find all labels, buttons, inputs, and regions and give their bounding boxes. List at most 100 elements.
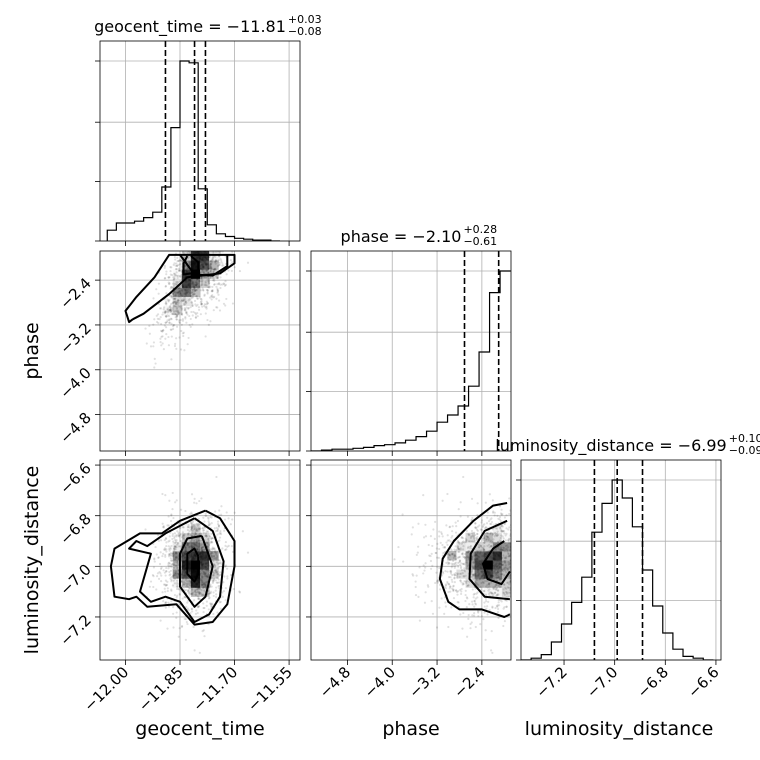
- scatter-point: [482, 581, 485, 584]
- scatter-point: [164, 555, 167, 558]
- scatter-point: [480, 575, 483, 579]
- scatter-point: [455, 548, 458, 552]
- scatter-point: [502, 546, 505, 549]
- scatter-point: [497, 563, 501, 566]
- scatter-point: [500, 530, 503, 533]
- scatter-point: [182, 331, 185, 334]
- scatter-point: [226, 237, 228, 239]
- scatter-point: [497, 554, 500, 557]
- scatter-point: [168, 319, 171, 322]
- scatter-point: [543, 564, 545, 566]
- scatter-point: [197, 287, 200, 290]
- scatter-point: [195, 538, 198, 541]
- scatter-point: [191, 289, 195, 292]
- scatter-point: [496, 594, 499, 597]
- scatter-point: [180, 273, 183, 277]
- scatter-point: [196, 235, 198, 237]
- scatter-point: [152, 574, 155, 578]
- scatter-point: [195, 265, 198, 269]
- scatter-point: [195, 562, 198, 565]
- scatter-point: [219, 532, 223, 536]
- scatter-point: [190, 301, 193, 304]
- scatter-point: [200, 579, 203, 582]
- scatter-point: [181, 251, 185, 254]
- scatter-point: [205, 556, 208, 559]
- scatter-point: [164, 553, 167, 557]
- scatter-point: [218, 573, 221, 576]
- scatter-point: [164, 300, 168, 303]
- scatter-point: [193, 497, 196, 500]
- scatter-point: [491, 499, 494, 502]
- scatter-point: [207, 597, 211, 600]
- scatter-point: [491, 540, 494, 543]
- scatter-point: [174, 264, 177, 267]
- scatter-point: [515, 556, 517, 558]
- y-tick-label: −6.8: [56, 510, 94, 548]
- scatter-point: [189, 580, 192, 584]
- scatter-point: [207, 271, 210, 275]
- scatter-point: [220, 234, 222, 236]
- scatter-point: [460, 592, 463, 596]
- scatter-point: [172, 304, 176, 307]
- scatter-point: [194, 582, 198, 585]
- scatter-point: [191, 557, 194, 561]
- scatter-point: [189, 522, 193, 525]
- scatter-point: [193, 288, 196, 292]
- scatter-point: [489, 561, 492, 564]
- scatter-point: [166, 627, 169, 630]
- scatter-point: [161, 313, 164, 316]
- scatter-point: [192, 283, 195, 286]
- scatter-point: [500, 600, 503, 603]
- scatter-point: [216, 573, 219, 576]
- scatter-point: [485, 563, 488, 567]
- scatter-point: [431, 544, 434, 548]
- scatter-point: [452, 584, 455, 587]
- scatter-point: [219, 245, 221, 247]
- scatter-point: [515, 530, 517, 532]
- scatter-point: [214, 259, 217, 262]
- scatter-point: [482, 548, 485, 551]
- scatter-point: [182, 285, 185, 289]
- scatter-point: [194, 251, 197, 254]
- scatter-point: [221, 262, 224, 265]
- scatter-point: [184, 549, 187, 552]
- scatter-point: [501, 570, 505, 573]
- scatter-point: [174, 316, 177, 319]
- scatter-point: [214, 243, 216, 245]
- scatter-point: [495, 551, 498, 555]
- scatter-point: [202, 545, 205, 549]
- scatter-point: [470, 600, 474, 603]
- scatter-point: [465, 580, 469, 583]
- scatter-point: [171, 273, 174, 277]
- scatter-point: [188, 570, 191, 573]
- scatter-point: [193, 570, 196, 573]
- scatter-point: [193, 260, 196, 263]
- scatter-point: [189, 567, 192, 571]
- scatter-point: [472, 593, 475, 596]
- scatter-point: [459, 548, 462, 551]
- scatter-point: [176, 299, 180, 302]
- scatter-point: [199, 539, 202, 542]
- scatter-point: [514, 579, 516, 581]
- scatter-point: [470, 569, 473, 572]
- scatter-point: [518, 542, 520, 544]
- scatter-point: [457, 541, 461, 544]
- density-cell: [209, 550, 219, 561]
- scatter-point: [189, 569, 193, 572]
- scatter-point: [209, 263, 212, 266]
- scatter-point: [490, 560, 493, 563]
- scatter-point: [501, 549, 504, 552]
- scatter-point: [199, 539, 202, 542]
- scatter-point: [196, 524, 199, 527]
- density-cell: [465, 578, 476, 588]
- scatter-point: [181, 285, 184, 288]
- scatter-point: [172, 323, 175, 327]
- scatter-point: [506, 586, 509, 589]
- scatter-point: [461, 537, 465, 540]
- scatter-point: [524, 580, 526, 582]
- scatter-point: [456, 601, 459, 604]
- scatter-point: [199, 257, 202, 260]
- scatter-point: [477, 549, 480, 552]
- scatter-point: [497, 593, 500, 596]
- scatter-point: [171, 584, 174, 587]
